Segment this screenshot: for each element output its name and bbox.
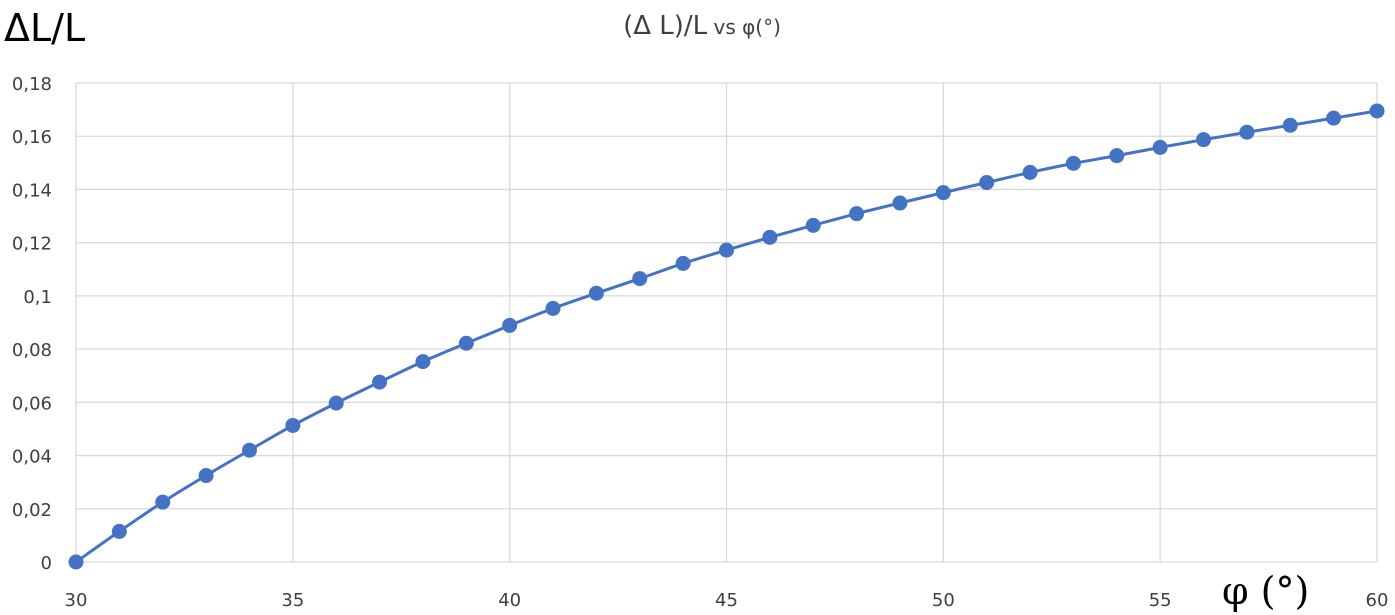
data-point: [328, 395, 344, 411]
x-tick-label: 50: [932, 590, 955, 611]
data-point: [849, 206, 865, 222]
data-point: [979, 175, 995, 191]
data-point: [1022, 164, 1038, 180]
chart-title-main: (Δ L)/L: [623, 11, 708, 41]
x-tick-label: 60: [1366, 590, 1389, 611]
y-tick-labels: 0 0,02 0,04 0,06 0,08 0,1 0,12 0,14 0,16 0,18: [12, 74, 52, 574]
data-point: [1196, 132, 1212, 148]
data-point: [719, 242, 734, 258]
data-point: [935, 185, 951, 201]
y-tick-label: 0,08: [12, 340, 52, 361]
y-tick-label: 0,02: [12, 500, 52, 521]
data-point: [502, 317, 518, 333]
x-tick-label: 55: [1149, 590, 1172, 611]
data-point: [1109, 148, 1125, 164]
x-tick-label: 40: [498, 590, 521, 611]
chart-title-suffix: vs φ(: [707, 15, 763, 39]
x-tick-label: 30: [65, 590, 88, 611]
y-tick-label: 0,18: [12, 74, 52, 95]
data-point: [415, 354, 431, 370]
y-tick-label: 0,1: [23, 287, 52, 308]
data-point: [285, 417, 301, 433]
data-point: [675, 255, 691, 271]
series-layer: [68, 103, 1385, 570]
data-point: [155, 494, 171, 510]
grid: [75, 82, 1378, 563]
data-point: [1326, 110, 1342, 126]
data-point: [241, 442, 257, 458]
y-tick-label: 0: [41, 553, 52, 574]
data-point: [198, 468, 214, 484]
data-point: [545, 300, 561, 316]
data-point: [1065, 155, 1081, 171]
data-point: [68, 554, 84, 570]
data-point: [892, 195, 908, 211]
y-axis-label: ΔL/L: [4, 6, 85, 50]
data-point: [1282, 117, 1298, 133]
data-point: [805, 217, 821, 233]
y-tick-label: 0,04: [12, 447, 52, 468]
data-point: [632, 271, 648, 287]
data-point: [1369, 103, 1385, 119]
data-point: [762, 229, 778, 245]
y-tick-label: 0,12: [12, 234, 52, 255]
chart-title-close: ): [773, 15, 781, 39]
y-tick-label: 0,06: [12, 393, 52, 414]
y-tick-label: 0,14: [12, 180, 52, 201]
data-point: [458, 335, 474, 351]
x-axis-label: φ (°): [1222, 569, 1309, 613]
data-point: [588, 285, 604, 301]
x-tick-label: 35: [281, 590, 304, 611]
chart-title: (Δ L)/L vs φ(°): [623, 11, 781, 41]
data-point: [372, 374, 388, 390]
x-tick-label: 45: [715, 590, 738, 611]
data-point: [1239, 124, 1255, 140]
chart-title-unit: °: [763, 15, 773, 39]
data-point: [111, 523, 127, 539]
y-tick-label: 0,16: [12, 127, 52, 148]
x-tick-labels: 30 35 40 45 50 55 60: [65, 590, 1389, 611]
data-point: [1152, 139, 1168, 155]
